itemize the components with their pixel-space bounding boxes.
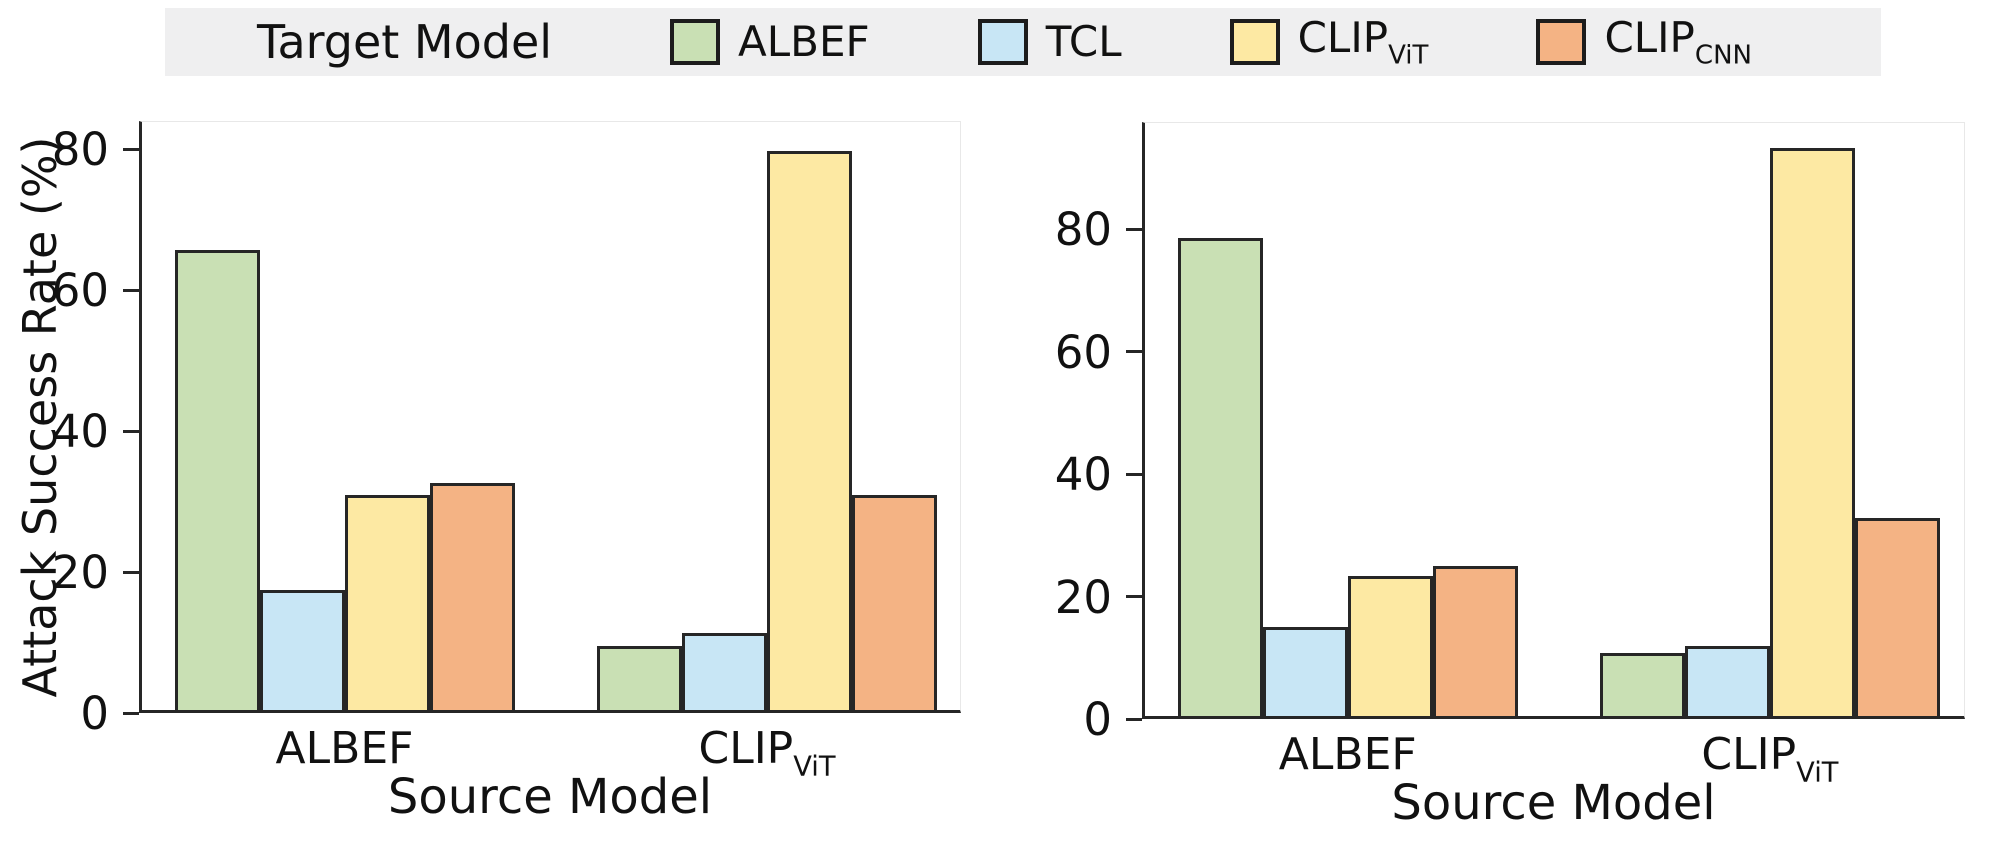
bar-clip_cnn-on-clip_vit [1854,518,1940,719]
y-axis-tick [1126,717,1142,721]
y-axis-tick-label: 80 [51,123,109,177]
legend-items: ALBEF TCL CLIPViT CLIPCNN [670,13,1752,71]
y-axis-tick-label: 0 [1083,693,1112,746]
legend-band: Target Model ALBEF TCL CLIPViT CLIPCNN [165,8,1881,76]
legend-label: TCL [1045,17,1122,67]
bar-tcl-on-clip_vit [1684,645,1770,719]
y-axis-tick [123,147,139,151]
y-axis-tick [123,288,139,292]
x-axis-category-label-clip_vit: CLIPViT [698,723,836,783]
legend-item-clip_cnn: CLIPCNN [1536,13,1752,71]
y-axis-tick [1126,350,1142,354]
x-axis-category-label-clip_vit: CLIPViT [1701,729,1839,789]
legend-item-clip_vit: CLIPViT [1229,13,1429,71]
legend-swatch-clip_cnn [1536,18,1587,65]
y-axis-tick-label: 20 [1054,570,1112,624]
legend-label-subscript: ViT [1388,40,1429,71]
y-axis-tick [123,429,139,433]
bar-clip_cnn-on-albef [1432,565,1518,719]
bar-tcl-on-albef [259,589,345,713]
y-axis-tick-label: 60 [51,264,109,318]
legend-title: Target Model [257,15,553,69]
y-axis-tick-label: 20 [51,546,109,600]
y-axis-tick [123,711,139,715]
y-axis-tick [123,570,139,574]
legend-swatch-albef [670,18,721,65]
bar-albef-on-albef [1177,238,1263,719]
bar-tcl-on-clip_vit [682,633,767,713]
bar-clip_vit-on-clip_vit [767,150,852,713]
legend-item-albef: ALBEF [670,17,870,66]
bar-albef-on-clip_vit [597,646,682,713]
bar-albef-on-albef [174,249,260,713]
bar-clip_vit-on-albef [344,494,430,713]
y-axis-tick-label: 0 [80,687,109,740]
bar-albef-on-clip_vit [1599,652,1685,719]
category-label-subscript: ViT [793,751,836,783]
legend-label: ALBEF [738,17,870,67]
y-axis-tick [1126,472,1142,476]
legend-label-subscript: CNN [1694,40,1753,71]
legend-swatch-tcl [977,18,1028,65]
y-axis-tick [1126,227,1142,231]
legend-label: CLIPCNN [1604,13,1753,71]
x-axis-category-label-albef: ALBEF [275,723,414,774]
x-axis-label: Source Model [387,769,713,825]
legend-item-tcl: TCL [977,17,1122,67]
bar-clip_vit-on-albef [1347,576,1433,719]
y-axis-label: Attack Success Rate (%) [13,136,67,698]
legend-label: CLIPViT [1297,13,1429,71]
x-axis-label: Source Model [1391,775,1716,831]
bar-clip_vit-on-clip_vit [1769,148,1855,719]
y-axis-tick-label: 40 [51,405,109,459]
bar-tcl-on-albef [1262,627,1348,719]
legend-swatch-clip_vit [1229,18,1280,65]
bar-clip_cnn-on-albef [429,482,515,713]
y-axis-tick-label: 80 [1054,203,1112,257]
x-axis-category-label-albef: ALBEF [1278,729,1417,780]
bar-clip_cnn-on-clip_vit [852,494,937,713]
y-axis-tick-label: 40 [1054,448,1112,502]
y-axis-tick [1126,595,1142,599]
y-axis-tick-label: 60 [1054,325,1112,379]
category-label-subscript: ViT [1796,757,1839,789]
